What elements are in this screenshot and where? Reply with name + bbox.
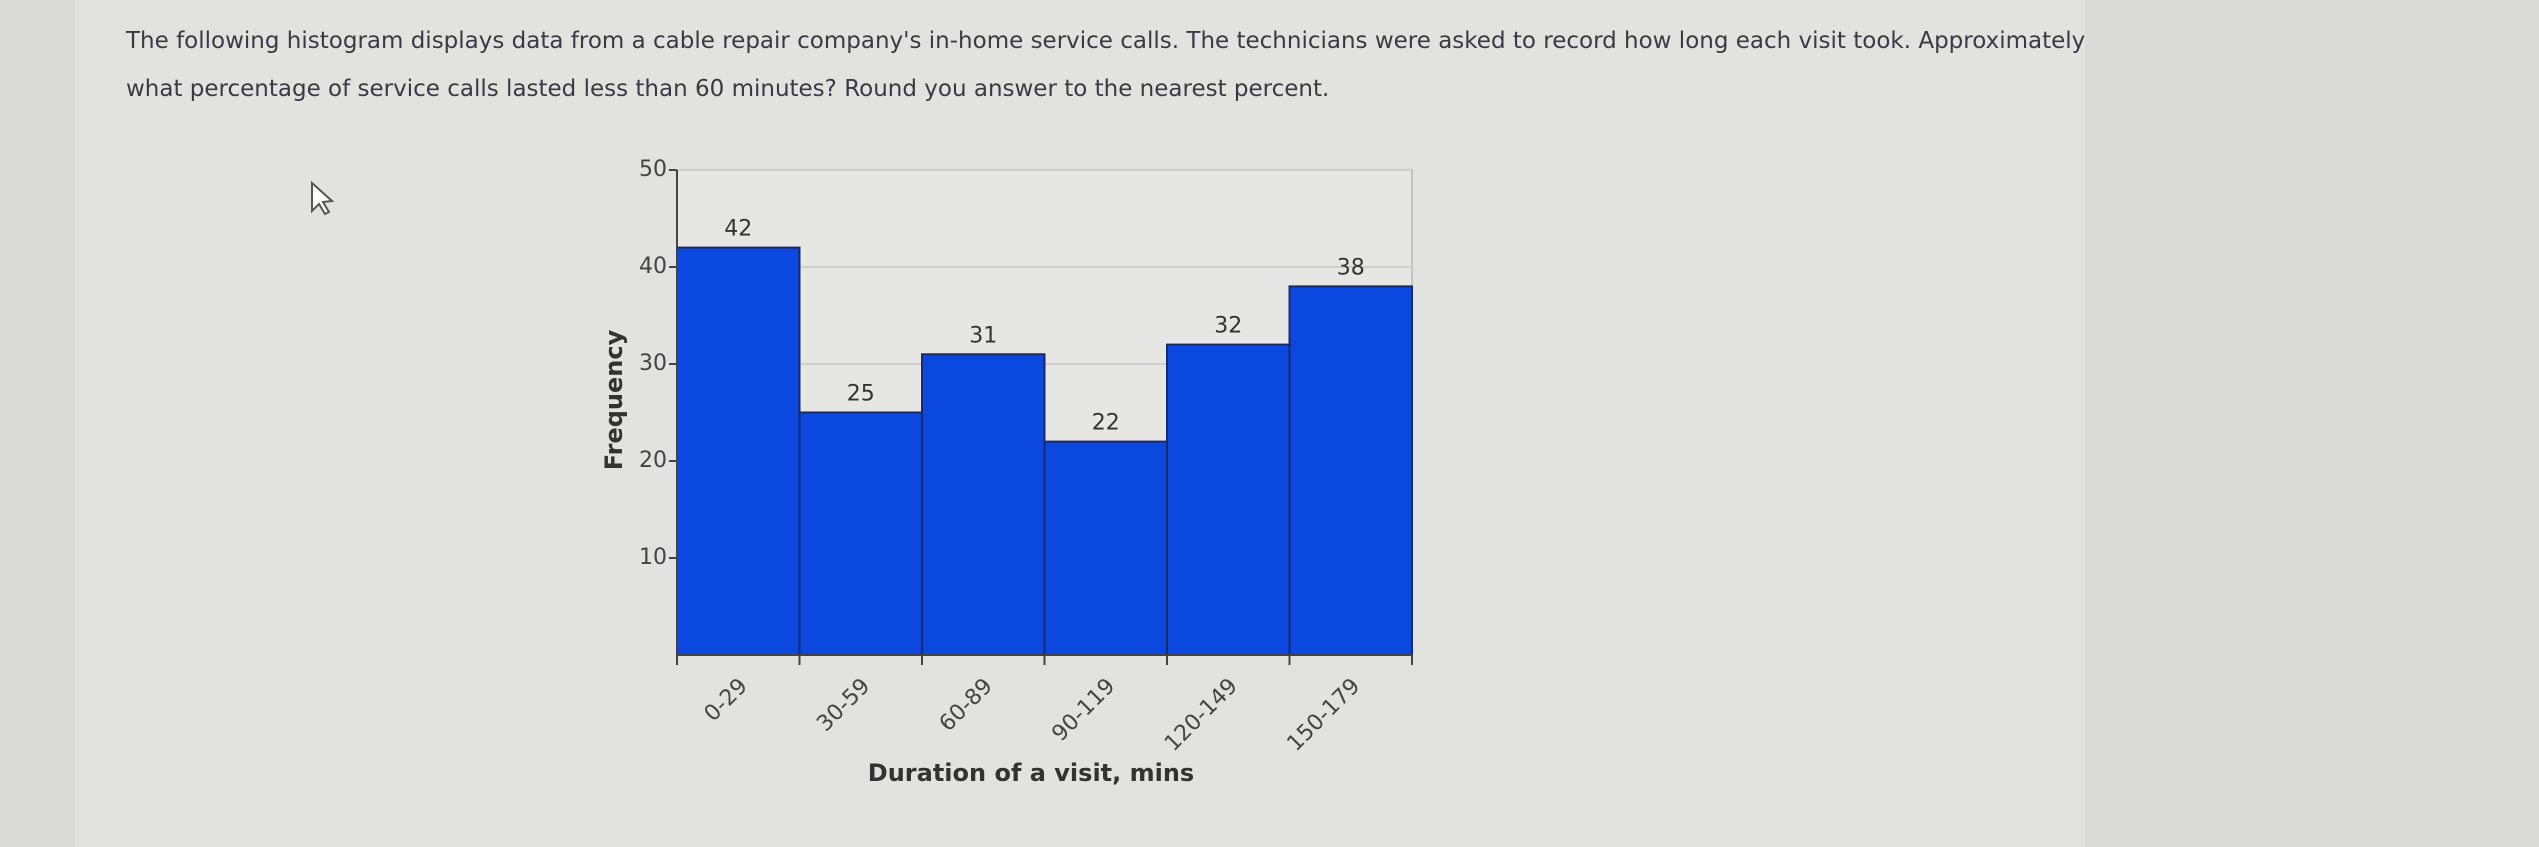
value-label: 25 (847, 382, 875, 407)
value-label: 38 (1337, 255, 1365, 280)
question-line: what percentage of service calls lasted … (126, 76, 1329, 102)
y-axis-label: Frequency (600, 329, 628, 470)
value-label: 31 (969, 323, 997, 348)
bar (1166, 343, 1291, 656)
value-label: 32 (1214, 314, 1242, 339)
x-axis-label: Duration of a visit, mins (868, 759, 1194, 787)
y-tick-label: 50 (639, 157, 667, 182)
bar (676, 246, 801, 656)
bar (1043, 440, 1168, 656)
y-tick-label: 20 (639, 448, 667, 473)
y-tick-label: 30 (639, 351, 667, 376)
question-line: The following histogram displays data fr… (125, 28, 2085, 54)
bar (921, 353, 1046, 656)
y-tick-label: 40 (639, 254, 667, 279)
value-label: 42 (724, 217, 752, 242)
cursor (311, 180, 335, 216)
bar (1288, 285, 1413, 656)
bar (798, 411, 923, 656)
y-tick-label: 10 (639, 545, 667, 570)
value-label: 22 (1092, 411, 1120, 436)
